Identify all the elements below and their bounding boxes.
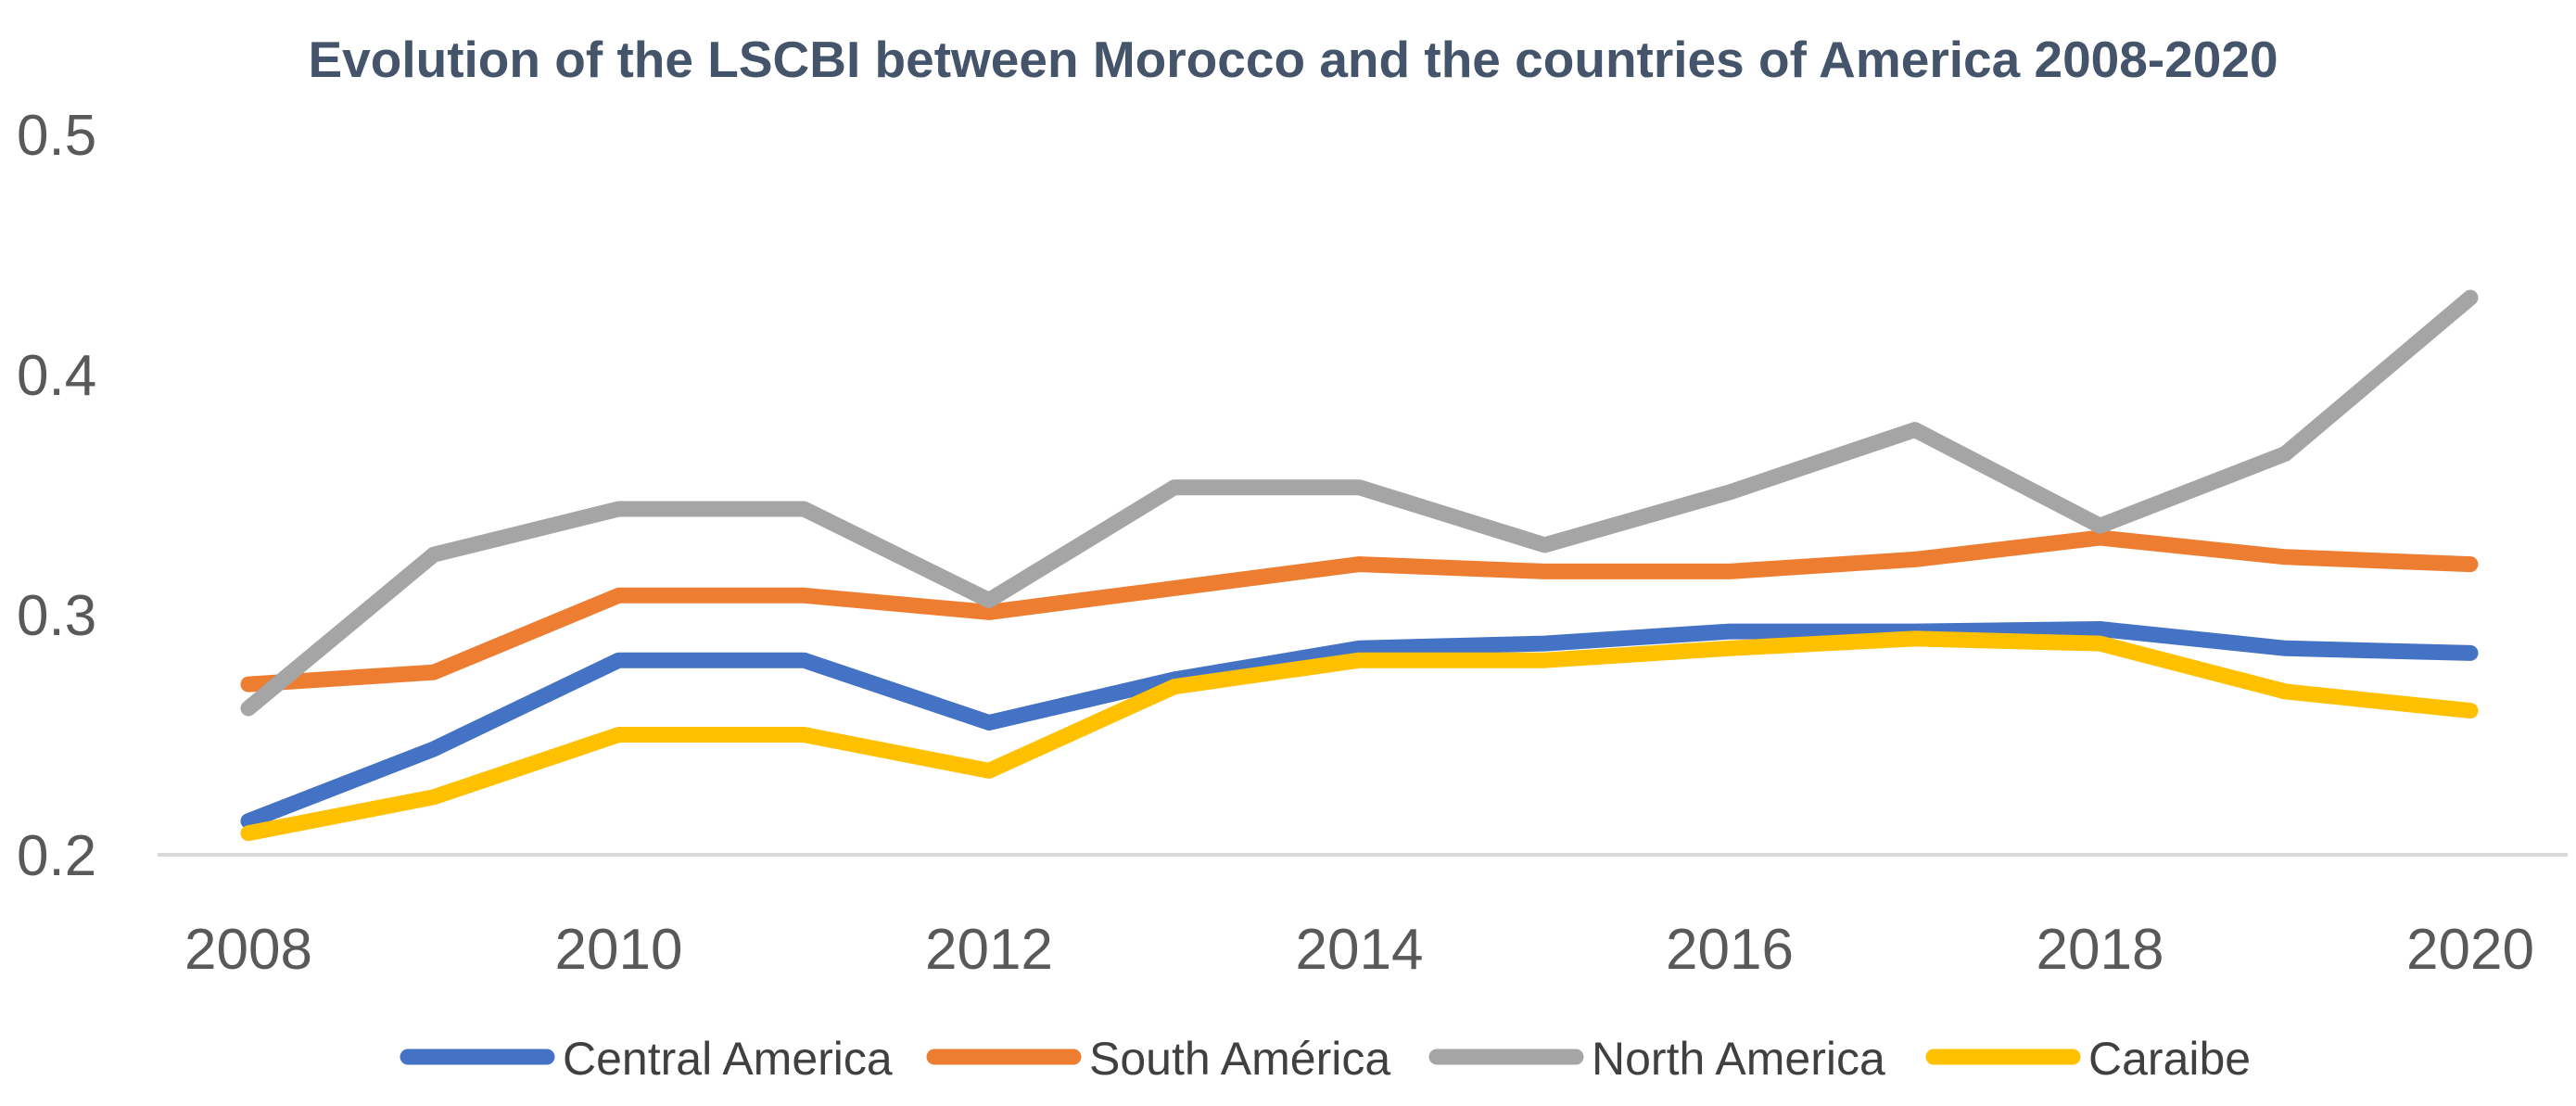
- legend-label: South América: [1089, 1033, 1390, 1085]
- x-tick-label: 2010: [555, 918, 683, 982]
- legend-label: Central America: [563, 1033, 893, 1085]
- legend-label: North America: [1592, 1033, 1885, 1085]
- x-tick-label: 2016: [1666, 918, 1794, 982]
- series-line-north-america: [240, 289, 2479, 717]
- y-axis-ticks: 0.2 0.3 0.4 0.5: [17, 104, 96, 888]
- legend-label: Caraibe: [2088, 1033, 2251, 1085]
- series-line-caraibe: [240, 630, 2479, 842]
- x-tick-label: 2014: [1296, 918, 1424, 982]
- chart-title: Evolution of the LSCBI between Morocco a…: [308, 31, 2278, 88]
- x-axis-ticks: 2008 2010 2012 2014 2016 2018 2020: [184, 918, 2534, 982]
- series-line-central-america: [240, 621, 2479, 830]
- series-lines: [240, 289, 2479, 842]
- x-tick-label: 2012: [925, 918, 1053, 982]
- y-tick-label: 0.3: [17, 584, 96, 648]
- x-tick-label: 2020: [2406, 918, 2534, 982]
- y-tick-label: 0.5: [17, 104, 96, 168]
- legend: Central America South América North Americ…: [400, 1033, 2251, 1085]
- y-tick-label: 0.2: [17, 824, 96, 888]
- series-line-south-am-rica: [240, 529, 2479, 693]
- x-tick-label: 2008: [184, 918, 312, 982]
- y-tick-label: 0.4: [17, 344, 96, 408]
- x-tick-label: 2018: [2037, 918, 2164, 982]
